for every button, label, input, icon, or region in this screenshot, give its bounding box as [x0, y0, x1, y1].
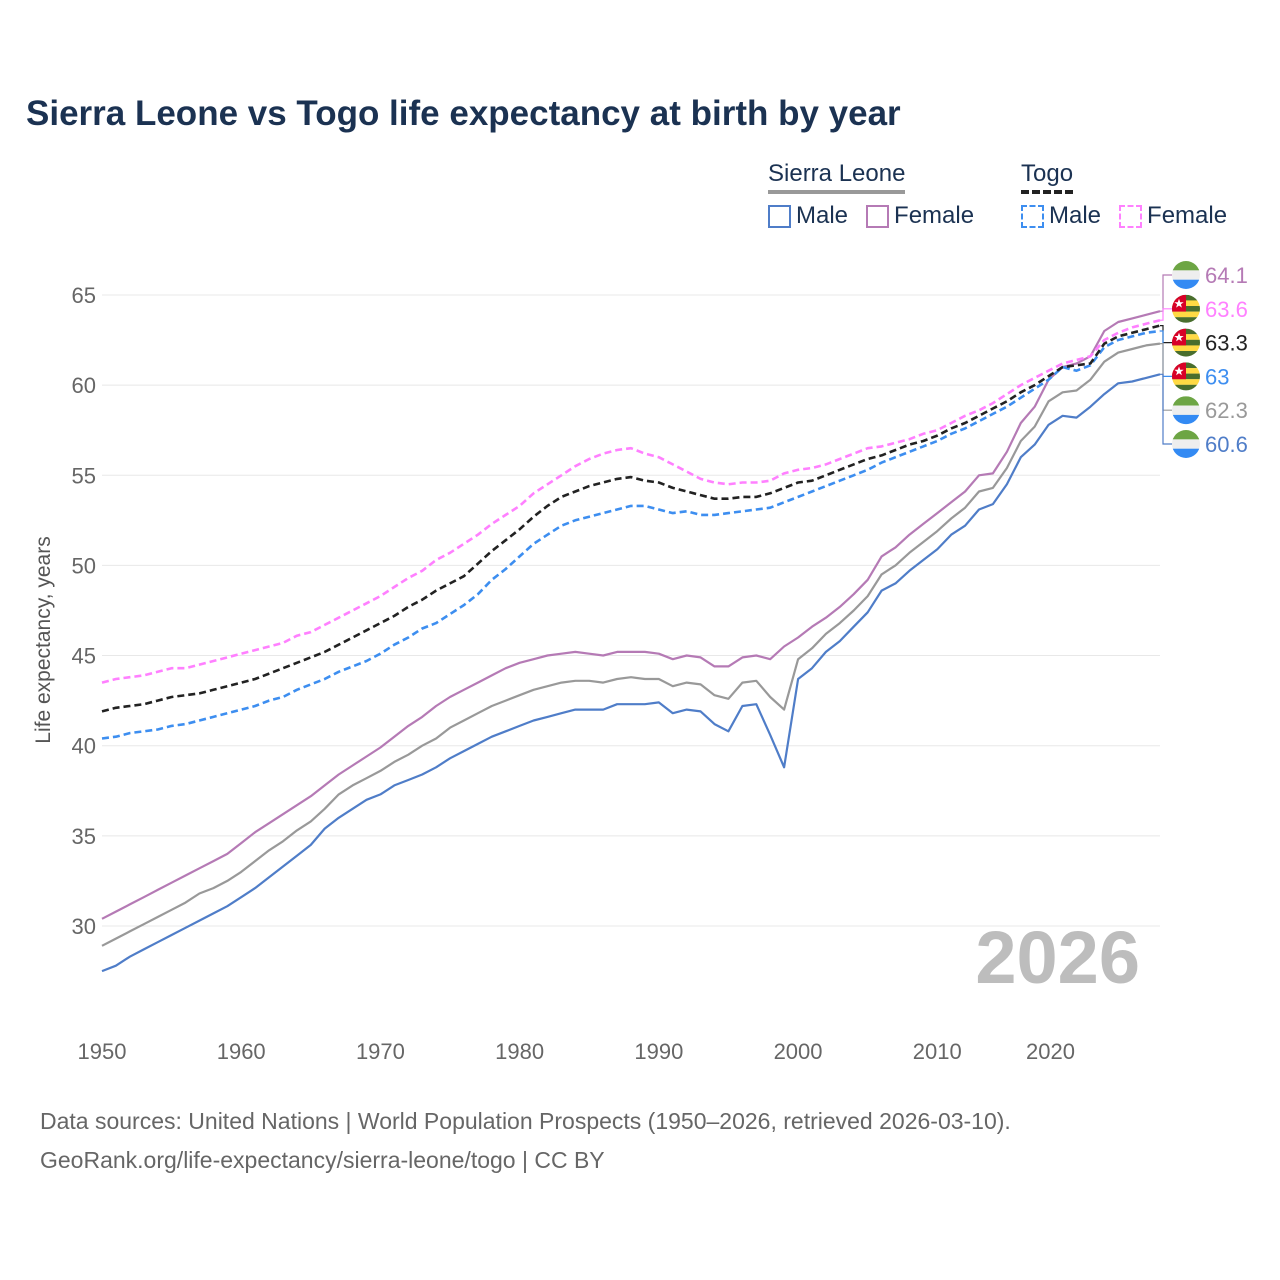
flag-stripe [1172, 345, 1200, 352]
flag-stripe [1172, 414, 1200, 425]
x-tick-label: 1990 [634, 1039, 683, 1064]
flag-stripe [1172, 405, 1200, 415]
end-label-connector [1160, 274, 1172, 312]
flag-stripe [1172, 384, 1200, 391]
legend-label: Male [796, 202, 849, 229]
series-line-sierra-leone-male[interactable] [101, 373, 1161, 973]
sierra-leone-flag-icon [1172, 430, 1200, 458]
legend-item-togo-female[interactable]: Female [1119, 202, 1227, 230]
star-icon [1174, 298, 1184, 308]
chart-title: Sierra Leone vs Togo life expectancy at … [26, 94, 901, 133]
legend-swatch [866, 204, 890, 228]
legend-swatch [1119, 204, 1143, 228]
legend-item-togo-male[interactable]: Male [1021, 202, 1101, 230]
footer-attribution[interactable]: GeoRank.org/life-expectancy/sierra-leone… [40, 1147, 605, 1173]
flag-stripe [1172, 261, 1200, 271]
star-icon [1174, 366, 1184, 376]
legend-label: Female [894, 202, 975, 229]
x-tick-label: 2020 [1026, 1039, 1075, 1064]
legend-group-label: Togo [1021, 160, 1074, 194]
end-label-connector [1160, 330, 1172, 377]
flag-stripe [1172, 317, 1200, 323]
y-tick-label: 45 [72, 644, 96, 669]
end-label-value: 63 [1205, 364, 1229, 389]
x-tick-label: 1960 [217, 1039, 266, 1064]
y-tick-label: 50 [72, 553, 96, 578]
flag-stripe [1172, 379, 1200, 385]
y-tick-label: 65 [72, 283, 96, 308]
flag-stripe [1172, 270, 1200, 280]
end-label-value: 63.6 [1205, 297, 1248, 322]
flag-stripe [1172, 430, 1200, 440]
x-tick-label: 1970 [356, 1039, 405, 1064]
x-tick-label: 2010 [913, 1039, 962, 1064]
legend-label: Female [1147, 202, 1228, 229]
legend-group-label: Sierra Leone [768, 160, 906, 194]
end-label-value: 62.3 [1205, 398, 1248, 423]
legend-item-sl-female[interactable]: Female [866, 202, 974, 230]
y-tick-label: 60 [72, 373, 96, 398]
series-line-togo[interactable] [101, 324, 1161, 713]
x-tick-label: 2000 [774, 1039, 823, 1064]
end-label-value: 63.3 [1205, 331, 1248, 356]
end-label-connector [1160, 373, 1172, 445]
legend-group-sierra-leone: Sierra Leone Male Female [768, 160, 974, 230]
year-watermark: 2026 [975, 916, 1140, 999]
end-label-value: 60.6 [1205, 432, 1248, 457]
legend-group-togo: Togo Male Female [1021, 160, 1227, 230]
end-label-connector [1160, 325, 1172, 344]
flag-stripe [1172, 311, 1200, 318]
sierra-leone-flag-icon [1172, 396, 1200, 425]
end-label-value: 64.1 [1205, 263, 1248, 288]
series-line-sierra-leone[interactable] [101, 342, 1161, 947]
togo-flag-icon [1172, 294, 1200, 323]
togo-flag-icon [1172, 328, 1200, 357]
flag-stripe [1172, 439, 1200, 449]
legend-item-sl-male[interactable]: Male [768, 202, 848, 230]
flag-stripe [1172, 279, 1200, 289]
flag-stripe [1172, 396, 1200, 406]
series-line-togo-female[interactable] [101, 318, 1161, 684]
y-tick-label: 30 [72, 914, 96, 939]
sierra-leone-flag-icon [1172, 261, 1200, 289]
footer-sources: Data sources: United Nations | World Pop… [40, 1108, 1011, 1134]
y-axis-label: Life expectancy, years [32, 536, 55, 743]
y-tick-label: 35 [72, 824, 96, 849]
flag-stripe [1172, 351, 1200, 357]
y-tick-label: 40 [72, 734, 96, 759]
star-icon [1174, 332, 1184, 342]
legend-label: Male [1049, 202, 1102, 229]
flag-stripe [1172, 448, 1200, 458]
end-label-connector [1160, 308, 1172, 321]
legend-swatch [1021, 204, 1044, 228]
togo-flag-icon [1172, 362, 1200, 391]
series-line-togo-male[interactable] [101, 329, 1161, 740]
legend-swatch [768, 204, 791, 228]
series-line-sierra-leone-female[interactable] [101, 310, 1161, 920]
x-tick-label: 1980 [495, 1039, 544, 1064]
x-tick-label: 1950 [78, 1039, 127, 1064]
y-tick-label: 55 [72, 463, 96, 488]
